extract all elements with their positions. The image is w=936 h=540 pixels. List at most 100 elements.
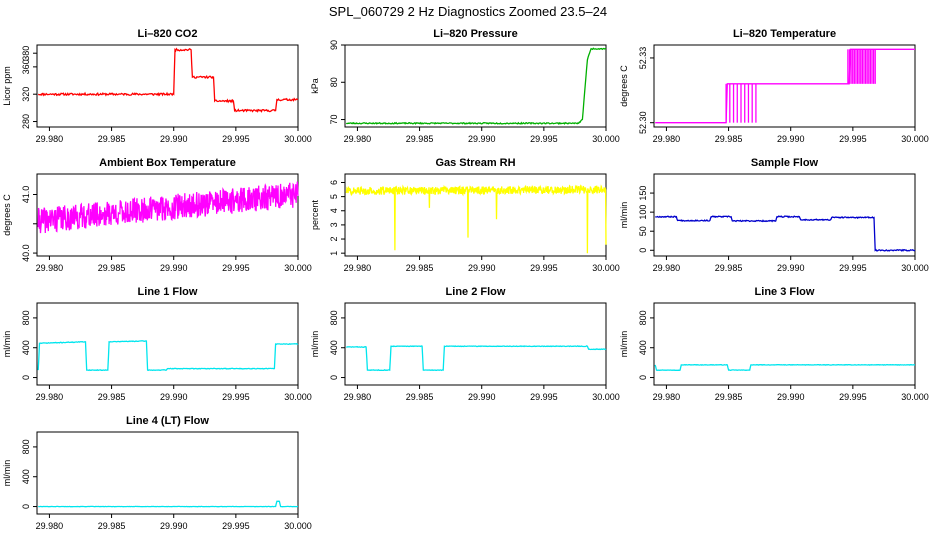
x-tick-label: 29.990 (468, 392, 496, 402)
x-tick-label: 29.995 (530, 134, 558, 144)
panel-title: Sample Flow (751, 157, 819, 169)
series-line (345, 47, 606, 125)
x-tick-label: 30.000 (592, 263, 620, 273)
x-tick-label: 29.990 (160, 521, 188, 531)
y-axis-label: kPa (310, 78, 320, 94)
series-line (654, 363, 915, 371)
x-tick-label: 29.980 (344, 392, 372, 402)
chart-panel-3: Li–820 Temperature 29.980 29.985 29.990 29.9… (619, 28, 929, 144)
y-axis-label: Licor ppm (2, 66, 12, 106)
y-axis-label: ml/min (2, 460, 12, 487)
chart-panel-1: Li–820 CO2 29.980 29.985 29.990 29.995 30.000… (2, 28, 312, 144)
x-tick-label: 29.985 (406, 263, 434, 273)
series-line (654, 215, 916, 252)
chart-panels: Li–820 CO2 29.980 29.985 29.990 29.995 30.000… (2, 28, 929, 531)
x-tick-label: 29.985 (98, 392, 126, 402)
x-tick-label: 30.000 (901, 392, 929, 402)
y-tick-label: 0 (21, 375, 31, 380)
plot-frame (653, 173, 916, 257)
y-tick-label: 800 (21, 439, 31, 454)
x-tick-label: 30.000 (284, 263, 312, 273)
y-tick-label: 1 (329, 251, 339, 256)
x-tick-label: 29.985 (98, 263, 126, 273)
x-tick-label: 29.980 (653, 134, 681, 144)
y-tick-label: 40.0 (21, 244, 31, 262)
x-tick-label: 29.990 (160, 263, 188, 273)
y-axis-label: percent (310, 199, 320, 230)
series-line (38, 500, 299, 508)
y-axis-label: ml/min (619, 331, 629, 358)
x-tick-label: 29.995 (839, 134, 867, 144)
series-line (345, 184, 607, 254)
panel-title: Li–820 Pressure (433, 28, 517, 40)
x-tick-label: 29.995 (222, 263, 250, 273)
x-tick-label: 29.985 (406, 392, 434, 402)
figure-title: SPL_060729 2 Hz Diagnostics Zoomed 23.5–… (329, 4, 607, 19)
y-tick-label: 52.33 (638, 47, 648, 70)
chart-panel-6: Sample Flow 29.980 29.985 29.990 29.995 30.00… (619, 157, 929, 273)
x-tick-label: 30.000 (592, 392, 620, 402)
y-axis-label: ml/min (2, 331, 12, 358)
x-tick-label: 29.990 (160, 392, 188, 402)
panel-title: Li–820 Temperature (733, 28, 836, 40)
plot-frame (344, 302, 607, 386)
plot-frame (653, 44, 916, 128)
y-tick-label: 6 (329, 180, 339, 185)
y-tick-label: 80 (329, 77, 339, 87)
panel-title: Li–820 CO2 (138, 28, 198, 40)
y-tick-label: 41.0 (21, 186, 31, 204)
y-tick-label: 0 (21, 504, 31, 509)
series-line (37, 181, 299, 234)
panel-title: Gas Stream RH (435, 157, 515, 169)
chart-panel-5: Gas Stream RH 29.980 29.985 29.990 29.995 30.… (310, 157, 620, 273)
y-tick-label: 800 (21, 310, 31, 325)
y-tick-label: 2 (329, 237, 339, 242)
series-line (346, 345, 607, 372)
x-tick-label: 29.995 (530, 392, 558, 402)
x-tick-label: 29.980 (344, 134, 372, 144)
plot-frame (653, 302, 916, 386)
panel-title: Line 4 (LT) Flow (126, 415, 209, 427)
y-tick-label: 400 (638, 340, 648, 355)
y-tick-label: 50 (638, 226, 648, 236)
x-tick-label: 29.980 (653, 263, 681, 273)
plot-frame (36, 431, 299, 515)
y-tick-label: 52.30 (638, 111, 648, 134)
x-tick-label: 29.985 (715, 134, 743, 144)
y-tick-label: 800 (329, 310, 339, 325)
x-tick-label: 29.985 (715, 392, 743, 402)
y-tick-label: 5 (329, 194, 339, 199)
chart-panel-4: Ambient Box Temperature 29.980 29.985 29.99… (2, 157, 312, 273)
x-tick-label: 29.990 (777, 134, 805, 144)
y-tick-label: 3 (329, 222, 339, 227)
y-tick-label: 0 (638, 248, 648, 253)
y-tick-label: 400 (21, 340, 31, 355)
x-tick-label: 29.980 (36, 521, 64, 531)
plot-frame (36, 302, 299, 386)
x-tick-label: 29.995 (222, 134, 250, 144)
plot-frame (36, 44, 299, 128)
series-line (655, 48, 915, 124)
plot-frame (344, 173, 607, 257)
x-tick-label: 30.000 (284, 392, 312, 402)
x-tick-label: 30.000 (592, 134, 620, 144)
panel-title: Line 3 Flow (755, 286, 815, 298)
chart-panel-8: Line 2 Flow 29.980 29.985 29.990 29.995 30.00… (310, 286, 620, 402)
x-tick-label: 29.995 (839, 263, 867, 273)
x-tick-label: 29.985 (715, 263, 743, 273)
x-tick-label: 29.995 (222, 392, 250, 402)
chart-panel-2: Li–820 Pressure 29.980 29.985 29.990 29.995 3… (310, 28, 620, 144)
chart-panel-10: Line 4 (LT) Flow 29.980 29.985 29.990 29.995… (2, 415, 312, 531)
x-tick-label: 30.000 (901, 263, 929, 273)
x-tick-label: 30.000 (284, 521, 312, 531)
x-tick-label: 29.980 (653, 392, 681, 402)
y-tick-label: 360 (21, 59, 31, 74)
x-tick-label: 29.980 (36, 263, 64, 273)
x-tick-label: 29.990 (777, 263, 805, 273)
x-tick-label: 29.980 (36, 392, 64, 402)
y-axis-label: ml/min (619, 202, 629, 229)
y-axis-label: degrees C (619, 65, 629, 107)
chart-panel-9: Line 3 Flow 29.980 29.985 29.990 29.995 30.00… (619, 286, 929, 402)
plot-frame (344, 44, 607, 128)
